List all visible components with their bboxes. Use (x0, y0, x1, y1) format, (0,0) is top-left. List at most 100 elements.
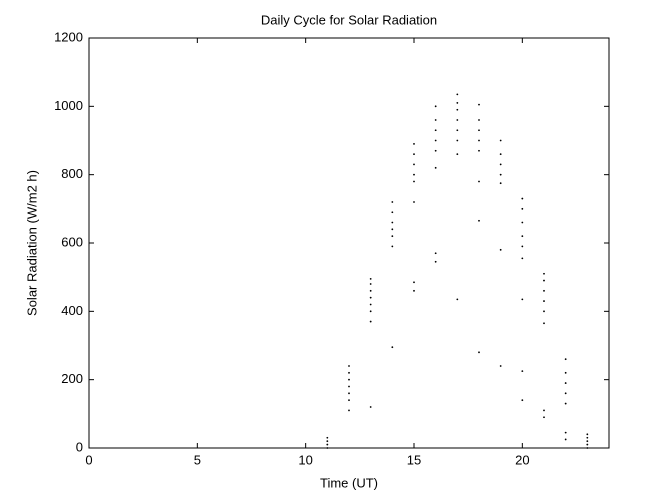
data-point (543, 289, 545, 292)
data-point (434, 129, 437, 132)
data-point (521, 197, 524, 200)
data-point (391, 228, 394, 231)
data-point (499, 163, 502, 166)
data-point (369, 310, 372, 313)
y-tick-label: 400 (61, 303, 83, 318)
data-point (369, 406, 372, 408)
data-point (391, 245, 394, 248)
data-point (391, 211, 394, 214)
chart-title: Daily Cycle for Solar Radiation (261, 12, 437, 27)
data-point (521, 245, 524, 248)
x-tick-label: 5 (194, 452, 201, 467)
y-tick-label: 200 (61, 371, 83, 386)
data-point (456, 129, 459, 132)
data-point (413, 143, 415, 145)
data-point (478, 351, 480, 354)
data-point (434, 166, 437, 169)
data-point (369, 303, 372, 306)
data-point (521, 399, 524, 402)
data-point (434, 252, 437, 255)
data-point (434, 119, 437, 121)
data-point (391, 201, 394, 203)
data-point (499, 365, 502, 367)
data-point (499, 173, 502, 176)
data-point (543, 322, 545, 325)
data-point (521, 221, 524, 224)
data-point (391, 346, 394, 349)
data-point (369, 320, 372, 323)
data-point (543, 409, 545, 412)
data-point (499, 182, 502, 185)
data-point (564, 431, 567, 434)
data-point (434, 260, 437, 263)
data-point (369, 296, 372, 299)
data-point (499, 139, 502, 142)
data-point (564, 392, 567, 395)
data-point (543, 279, 545, 282)
data-point (543, 310, 545, 313)
data-point (456, 153, 459, 156)
data-point (478, 180, 480, 183)
data-point (586, 436, 589, 439)
y-tick-label: 0 (76, 439, 83, 454)
x-axis-label: Time (UT) (320, 475, 378, 490)
data-point (326, 440, 329, 443)
data-point (348, 392, 350, 395)
data-point (586, 433, 589, 436)
data-point (478, 129, 480, 132)
data-point (478, 219, 480, 222)
data-point (499, 153, 502, 156)
data-point (456, 93, 459, 96)
data-point (391, 221, 394, 224)
data-point (413, 173, 415, 176)
data-point (456, 119, 459, 121)
y-tick-label: 800 (61, 166, 83, 181)
y-tick-label: 1000 (54, 98, 83, 113)
data-point (499, 248, 502, 251)
data-point (586, 440, 589, 443)
data-point (478, 139, 480, 142)
data-point (564, 438, 567, 441)
data-point (413, 201, 415, 203)
data-point (478, 103, 480, 106)
data-point (348, 385, 350, 388)
data-point (413, 153, 415, 156)
x-tick-label: 15 (407, 452, 421, 467)
data-point (434, 149, 437, 152)
data-point (456, 102, 459, 104)
data-point (413, 180, 415, 183)
data-point (564, 358, 567, 361)
data-point (326, 443, 329, 446)
data-point (521, 207, 524, 210)
data-point (348, 399, 350, 402)
data-point (586, 443, 589, 446)
data-point (369, 289, 372, 292)
x-tick-label: 0 (85, 452, 92, 467)
data-point (348, 378, 350, 381)
data-point (456, 108, 459, 111)
y-axis-label: Solar Radiation (W/m2 h) (24, 170, 39, 316)
data-point (434, 139, 437, 142)
data-point (369, 277, 372, 280)
data-point (413, 281, 415, 284)
data-point (586, 447, 589, 449)
data-point (564, 382, 567, 384)
data-point (326, 436, 329, 439)
data-point (413, 163, 415, 166)
data-point (348, 371, 350, 374)
data-point (391, 235, 394, 238)
data-point (564, 371, 567, 374)
data-point (434, 105, 437, 108)
y-tick-label: 600 (61, 234, 83, 249)
y-tick-label: 1200 (54, 29, 83, 44)
data-point (413, 289, 415, 292)
data-point (348, 409, 350, 412)
data-point (478, 119, 480, 121)
data-point (348, 365, 350, 367)
data-point (326, 447, 329, 449)
data-point (478, 149, 480, 152)
data-point (521, 235, 524, 238)
